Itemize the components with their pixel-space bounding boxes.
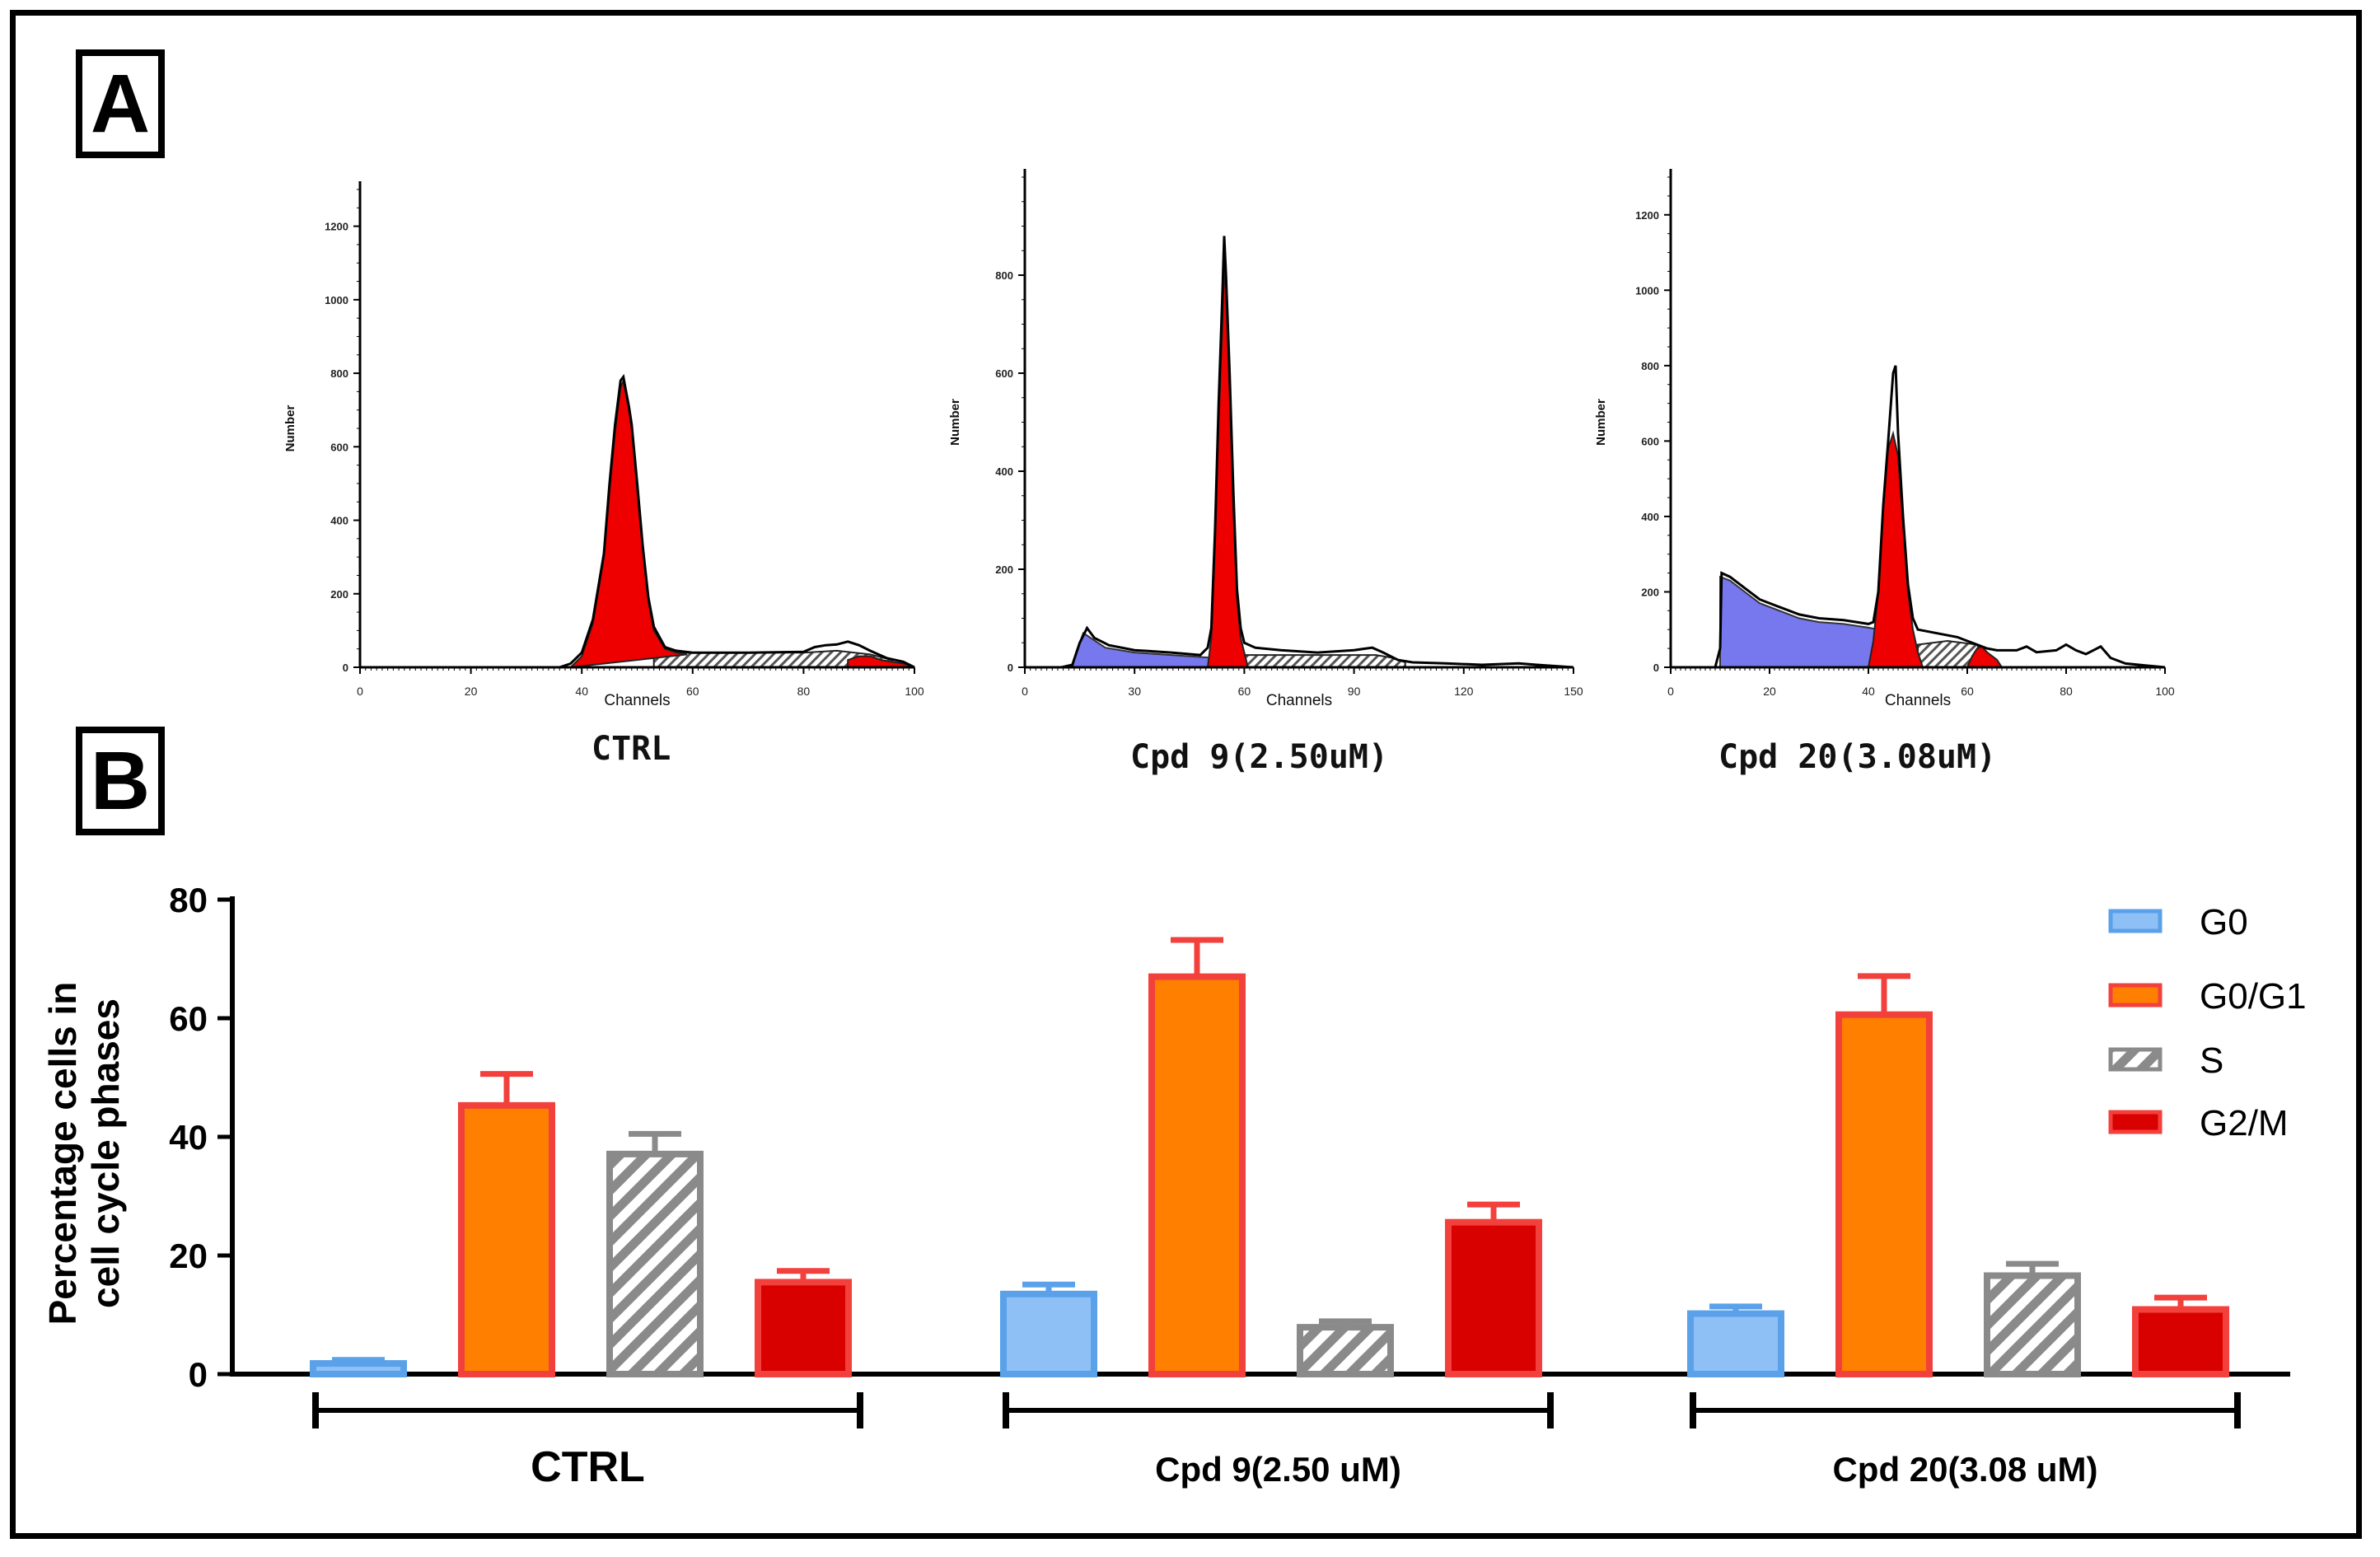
histogram-x-tick-label: 60 (1238, 685, 1251, 698)
bar-s-0 (606, 1150, 704, 1377)
histogram-x-tick-label: 40 (575, 685, 588, 698)
histogram-x-tick-label: 0 (1667, 685, 1674, 698)
histogram-x-tick-label: 120 (1454, 685, 1474, 698)
bar-y-tick-label: 60 (169, 999, 208, 1038)
figure-frame (10, 10, 2362, 1539)
histogram-g1-area (1867, 430, 1924, 668)
histogram-y-tick-label: 800 (330, 367, 348, 380)
bar-y-tick-label: 40 (169, 1118, 208, 1157)
histograms-layer: 0 20 40 60 80 100020040060080010001200Channel… (283, 169, 2175, 709)
histogram-y-tick-label: 600 (330, 441, 348, 453)
histogram-y-tick-label: 400 (995, 465, 1013, 478)
histogram-2: 0 20 40 60 80 100020040060080010001200Channel… (1594, 169, 2175, 709)
histogram-caption-cpd20: Cpd 20(3.08uM) (1718, 738, 1997, 776)
histogram-caption-cpd9: Cpd 9(2.50uM) (1130, 738, 1389, 776)
legend-swatch-1 (2108, 983, 2163, 1008)
histogram-y-tick-label: 800 (1641, 360, 1659, 372)
histogram-y-tick-label: 1200 (325, 221, 348, 233)
bar-y-label-line: Percentage cells in (41, 982, 84, 1326)
bar-g0-g1-1 (1148, 973, 1246, 1377)
histogram-y-tick-label: 200 (330, 588, 348, 601)
bar-g0-1 (1000, 1290, 1097, 1378)
bar-g0-0 (310, 1360, 407, 1378)
histogram-x-label: Channels (604, 692, 670, 709)
histogram-x-tick-label: 90 (1348, 685, 1361, 698)
group-label-0: CTRL (531, 1443, 645, 1491)
legend-swatch-2 (2108, 1047, 2163, 1072)
legend-swatch-3 (2108, 1110, 2163, 1134)
bar-y-tick-label: 20 (169, 1237, 208, 1275)
histogram-x-tick-label: 0 (1022, 685, 1028, 698)
histogram-x-tick-label: 60 (1961, 685, 1974, 698)
bar-g0-g1-0 (458, 1101, 555, 1377)
histogram-y-tick-label: 800 (995, 269, 1013, 282)
histogram-x-tick-label: 40 (1862, 685, 1875, 698)
histogram-x-tick-label: 30 (1128, 685, 1141, 698)
histogram-x-tick-label: 60 (686, 685, 699, 698)
histogram-y-tick-label: 0 (343, 662, 348, 674)
histogram-x-tick-label: 80 (2060, 685, 2073, 698)
bar-g0-g1-2 (1835, 1011, 1933, 1378)
histogram-x-tick-label: 20 (1763, 685, 1776, 698)
histogram-0: 0 20 40 60 80 100020040060080010001200Channel… (283, 181, 924, 709)
histogram-y-tick-label: 600 (995, 367, 1013, 380)
histogram-x-label: Channels (1266, 692, 1332, 709)
histogram-x-tick-label: 20 (465, 685, 478, 698)
histogram-g1-area (568, 377, 688, 669)
histogram-y-tick-label: 200 (995, 563, 1013, 576)
histogram-x-label: Channels (1885, 692, 1951, 709)
histogram-y-tick-label: 0 (1008, 662, 1013, 674)
group-label-1: Cpd 9(2.50 uM) (1155, 1450, 1401, 1489)
histogram-x-tick-label: 100 (2155, 685, 2175, 698)
legend-label-3: G2/M (2200, 1103, 2289, 1143)
panel-b-label: B (76, 727, 165, 835)
panel-a-label: A (76, 49, 165, 158)
histogram-x-tick-label: 0 (357, 685, 363, 698)
histogram-y-tick-label: 600 (1641, 435, 1659, 447)
bar-g2-m-0 (755, 1279, 852, 1378)
histogram-1: 0 30 60 90 120 150 0 200 400 600 800 Channels Number (948, 169, 1583, 709)
histogram-outline (1671, 365, 2166, 669)
histogram-y-tick-label: 200 (1641, 586, 1659, 598)
bar-y-label-line: cell cycle phases (84, 998, 127, 1308)
histogram-y-tick-label: 400 (330, 515, 348, 527)
histogram-y-label: Number (948, 399, 962, 446)
histogram-s-area (1236, 654, 1406, 668)
histogram-x-tick-label: 100 (905, 685, 924, 698)
legend-swatch-0 (2108, 909, 2163, 933)
histogram-caption-ctrl: CTRL (591, 730, 671, 768)
bar-g2-m-2 (2132, 1306, 2229, 1378)
bar-g2-m-1 (1445, 1218, 1542, 1378)
bar-chart: 0 20 40 60 80 Percentage cells incell cycle p… (41, 881, 2307, 1491)
bar-y-label: Percentage cells incell cycle phases (41, 982, 127, 1326)
bar-y-tick-label: 0 (189, 1355, 208, 1394)
histogram-x-tick-label: 150 (1564, 685, 1583, 698)
histogram-g2-area (1966, 645, 2004, 668)
bar-y-tick-label: 80 (169, 881, 208, 919)
group-label-2: Cpd 20(3.08 uM) (1832, 1450, 2097, 1489)
legend-label-1: G0/G1 (2200, 976, 2307, 1017)
histogram-y-tick-label: 400 (1641, 511, 1659, 523)
legend-label-0: G0 (2200, 902, 2248, 942)
histogram-outline (360, 373, 915, 669)
histogram-x-tick-label: 80 (797, 685, 811, 698)
histogram-y-tick-label: 0 (1653, 662, 1659, 674)
histogram-outline (1025, 236, 1574, 669)
legend-label-2: S (2200, 1040, 2223, 1081)
bar-s-2 (1984, 1272, 2081, 1377)
bar-g0-2 (1687, 1310, 1784, 1378)
bar-s-1 (1297, 1324, 1394, 1377)
histogram-y-tick-label: 1000 (1635, 284, 1659, 297)
histogram-y-tick-label: 1200 (1635, 209, 1659, 222)
histogram-y-label: Number (283, 405, 297, 452)
histogram-y-label: Number (1594, 399, 1608, 446)
histogram-y-tick-label: 1000 (325, 294, 348, 306)
